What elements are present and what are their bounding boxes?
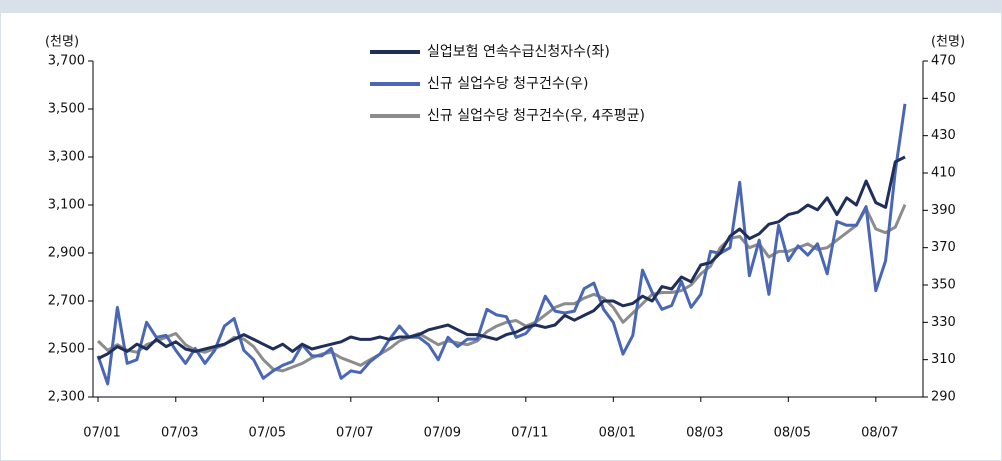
x-tick-label: 07/01 (83, 426, 120, 441)
legend-label: 신규 실업수당 청구건수(우) (427, 76, 589, 92)
y2-tick-label: 310 (931, 352, 956, 367)
y2-tick-label: 350 (931, 278, 956, 293)
x-tick-label: 08/05 (774, 426, 811, 441)
y-tick-label: 2,300 (48, 390, 85, 405)
y2-axis-label: (천명) (931, 35, 965, 50)
y-tick-label: 2,500 (48, 342, 85, 357)
top-band (0, 0, 1002, 12)
y-tick-label: 3,700 (48, 54, 85, 69)
x-tick-label: 07/05 (249, 426, 286, 441)
series-line (96, 103, 907, 386)
y-tick-label: 2,900 (48, 246, 85, 261)
y2-tick-label: 390 (931, 203, 956, 218)
series-line (97, 155, 906, 360)
x-tick-label: 07/11 (511, 426, 548, 441)
y-tick-label: 3,500 (48, 102, 85, 117)
legend-label: 실업보험 연속수급신청자수(좌) (427, 44, 610, 60)
y2-tick-label: 330 (931, 315, 956, 330)
x-tick-label: 08/01 (599, 426, 636, 441)
y2-tick-label: 370 (931, 240, 956, 255)
y2-tick-label: 430 (931, 128, 956, 143)
y-tick-label: 2,700 (48, 294, 85, 309)
y-tick-label: 3,300 (48, 150, 85, 165)
y2-tick-label: 450 (931, 91, 956, 106)
x-tick-label: 07/07 (336, 426, 373, 441)
y2-tick-label: 290 (931, 390, 956, 405)
x-tick-label: 08/03 (686, 426, 723, 441)
x-tick-label: 07/03 (161, 426, 198, 441)
y2-tick-label: 410 (931, 166, 956, 181)
y-tick-label: 3,100 (48, 198, 85, 213)
legend-label: 신규 실업수당 청구건수(우, 4주평균) (427, 108, 645, 124)
y2-tick-label: 470 (931, 54, 956, 69)
x-tick-label: 08/07 (861, 426, 898, 441)
y-axis-label: (천명) (45, 35, 79, 50)
x-tick-label: 07/09 (424, 426, 461, 441)
